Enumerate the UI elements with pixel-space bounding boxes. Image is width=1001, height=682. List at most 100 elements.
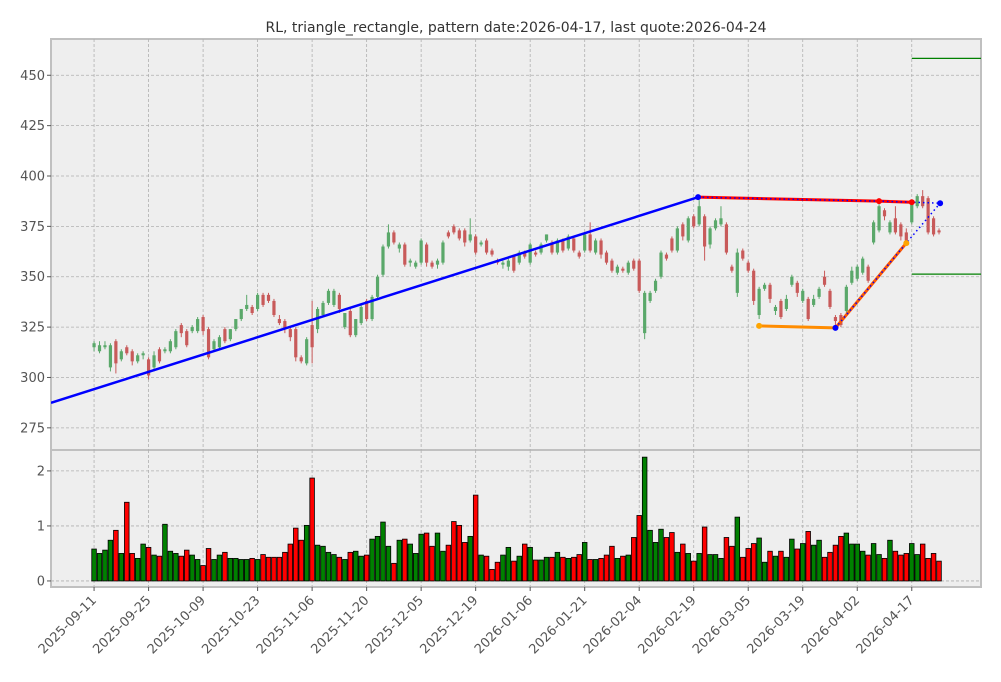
candle-up — [713, 220, 718, 229]
price-tick-label: 275 — [20, 421, 45, 436]
candle-up — [812, 298, 816, 305]
volume-tick-label: 0 — [37, 574, 45, 589]
volume-bar — [429, 545, 435, 582]
volume-bars — [91, 456, 942, 582]
volume-bar — [565, 557, 572, 582]
candle-up — [190, 327, 194, 332]
candle-up — [108, 345, 113, 368]
candle-up — [643, 292, 647, 334]
volume-bar — [184, 549, 190, 582]
candle-down — [534, 252, 538, 255]
volume-bar — [391, 562, 397, 582]
candle-down — [779, 300, 783, 318]
volume-bar — [380, 521, 386, 582]
pattern-lines — [51, 57, 981, 405]
volume-bar — [909, 543, 915, 582]
candle-down — [457, 230, 461, 239]
volume-bar — [849, 543, 855, 582]
volume-bar — [723, 537, 730, 582]
volume-bar — [178, 555, 184, 582]
price-tick-label: 450 — [20, 69, 45, 84]
volume-bar — [303, 524, 310, 582]
candle-down — [806, 298, 810, 320]
candle-up — [381, 246, 385, 275]
volume-bar — [516, 555, 522, 582]
candle-down — [157, 349, 162, 362]
candle-up — [773, 306, 778, 311]
volume-bar — [347, 551, 353, 582]
volume-bar — [761, 561, 768, 582]
rising-overlay — [834, 202, 941, 329]
volume-bar — [342, 559, 348, 582]
candle-down — [299, 357, 303, 362]
volume-bar — [750, 543, 757, 582]
volume-bar — [385, 545, 392, 582]
volume-bar — [538, 559, 544, 582]
candle-down — [746, 262, 750, 271]
volume-bar — [156, 555, 163, 582]
volume-bar — [271, 556, 277, 582]
candle-down — [130, 351, 134, 362]
volume-bar — [789, 538, 795, 582]
volume-bar — [532, 559, 539, 582]
volume-bar — [838, 535, 844, 582]
candle-up — [910, 204, 914, 223]
pattern-point-marker — [876, 198, 883, 205]
volume-bar — [652, 542, 659, 582]
candle-up — [719, 218, 723, 225]
volume-bar — [581, 542, 588, 582]
candle-down — [490, 250, 494, 255]
volume-bar — [669, 532, 675, 582]
volume-bar — [707, 554, 713, 582]
candle-down — [899, 224, 903, 237]
trend-line — [51, 195, 699, 405]
volume-bar — [620, 555, 626, 582]
volume-bar — [767, 550, 773, 582]
candle-down — [931, 218, 936, 235]
volume-bar — [402, 538, 408, 582]
volume-bar — [641, 456, 648, 582]
support-line — [759, 324, 836, 330]
candle-down — [125, 347, 129, 354]
candle-up — [234, 319, 238, 330]
pattern-point-marker — [937, 200, 944, 207]
volume-bar — [685, 553, 691, 582]
volume-bar — [124, 501, 130, 582]
candle-down — [430, 262, 434, 267]
candle-up — [888, 222, 892, 233]
volume-bar — [200, 565, 206, 582]
volume-bar — [554, 551, 561, 582]
candle-down — [294, 329, 298, 358]
candle-down — [637, 260, 641, 291]
volume-bar — [467, 535, 473, 582]
candle-down — [822, 276, 827, 285]
candle-down — [403, 244, 407, 265]
candle-up — [326, 290, 331, 303]
candle-down — [692, 216, 696, 227]
volume-bar — [691, 560, 697, 582]
volume-bar — [560, 556, 566, 582]
candle-up — [762, 284, 767, 289]
candle-up — [141, 353, 145, 356]
candle-down — [604, 252, 609, 263]
price-panel — [50, 38, 982, 451]
candle-down — [365, 300, 369, 320]
candle-up — [544, 234, 549, 241]
candle-down — [937, 230, 941, 233]
candle-down — [277, 319, 282, 324]
candle-down — [572, 238, 576, 251]
candle-down — [185, 331, 189, 346]
volume-bar — [260, 554, 266, 582]
candle-down — [724, 224, 729, 253]
pattern-point-marker — [756, 322, 763, 329]
candle-down — [452, 226, 456, 233]
candle-up — [506, 260, 510, 267]
volume-bar — [233, 557, 239, 582]
volume-bar — [598, 557, 604, 582]
volume-bar — [472, 494, 479, 582]
volume-bar — [712, 554, 719, 582]
candle-up — [861, 258, 865, 273]
volume-bar — [636, 515, 642, 582]
candle-up — [397, 244, 401, 249]
